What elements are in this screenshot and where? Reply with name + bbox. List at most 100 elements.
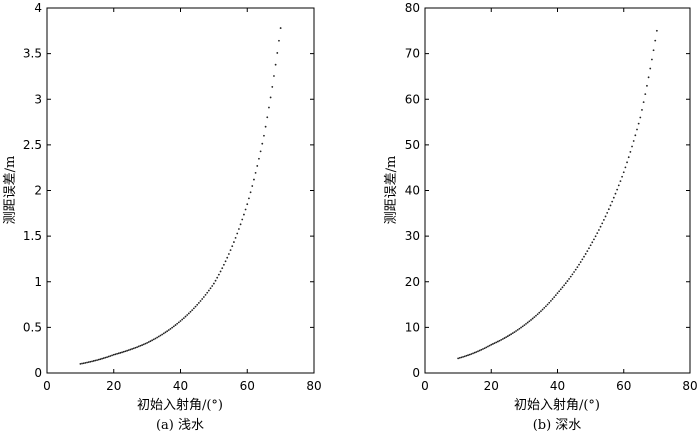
data-point-b-20 bbox=[490, 343, 493, 346]
data-point-b-48 bbox=[536, 313, 539, 316]
data-point-a-38 bbox=[142, 343, 145, 346]
data-point-b-59 bbox=[554, 294, 557, 297]
y-tick-label-b-2: 20 bbox=[405, 275, 420, 289]
data-point-a-112 bbox=[266, 116, 269, 119]
data-point-a-40 bbox=[146, 341, 149, 344]
data-point-b-104 bbox=[629, 151, 632, 153]
data-point-a-13 bbox=[101, 357, 103, 360]
data-point-a-6 bbox=[89, 360, 92, 363]
data-point-b-38 bbox=[520, 326, 522, 329]
data-point-b-119 bbox=[654, 39, 657, 42]
data-point-b-0 bbox=[457, 357, 460, 360]
data-point-b-84 bbox=[596, 232, 599, 235]
x-tick-label-a-1: 20 bbox=[106, 379, 121, 393]
data-point-a-56 bbox=[172, 325, 175, 328]
y-tick-label-a-4: 2 bbox=[34, 184, 42, 198]
data-point-a-34 bbox=[136, 346, 139, 348]
data-point-a-100 bbox=[246, 203, 249, 206]
data-point-b-108 bbox=[636, 128, 638, 131]
data-point-b-55 bbox=[548, 301, 551, 304]
data-point-a-7 bbox=[91, 360, 93, 363]
data-point-a-107 bbox=[258, 157, 260, 160]
data-point-a-3 bbox=[84, 361, 87, 364]
data-point-b-86 bbox=[599, 225, 602, 228]
data-point-a-104 bbox=[253, 178, 255, 181]
data-point-a-115 bbox=[271, 86, 274, 88]
data-point-b-19 bbox=[488, 344, 491, 347]
data-point-a-117 bbox=[274, 63, 277, 66]
data-point-b-30 bbox=[506, 335, 509, 338]
data-point-b-26 bbox=[500, 338, 503, 341]
x-tick-label-b-2: 40 bbox=[550, 379, 565, 393]
series-b bbox=[457, 29, 658, 360]
data-point-a-15 bbox=[104, 356, 107, 359]
data-point-a-114 bbox=[269, 96, 272, 99]
data-point-a-76 bbox=[206, 291, 209, 294]
data-point-b-87 bbox=[601, 222, 604, 225]
data-point-a-11 bbox=[97, 358, 100, 361]
data-point-a-69 bbox=[194, 305, 197, 308]
data-point-a-30 bbox=[129, 348, 132, 351]
data-point-b-78 bbox=[586, 250, 589, 253]
data-point-a-49 bbox=[161, 333, 164, 336]
data-point-b-31 bbox=[508, 334, 511, 337]
data-point-a-9 bbox=[94, 359, 97, 362]
xlabel-b: 初始入射角/(°) bbox=[514, 397, 600, 413]
data-point-b-116 bbox=[649, 67, 652, 70]
data-point-b-43 bbox=[528, 320, 531, 323]
data-point-a-54 bbox=[169, 327, 172, 330]
data-point-b-24 bbox=[496, 340, 499, 343]
data-point-a-51 bbox=[164, 331, 167, 334]
data-point-a-120 bbox=[279, 27, 282, 29]
data-point-b-110 bbox=[639, 116, 642, 119]
data-point-a-78 bbox=[209, 287, 212, 290]
data-point-a-119 bbox=[278, 39, 280, 42]
panel-a: 0 20 40 60 80 0 0.5 1 1.5 2 2.5 3 3.5 4 初始入射角/(°) 测距误… bbox=[3, 1, 322, 433]
data-point-b-71 bbox=[574, 268, 577, 271]
data-point-b-35 bbox=[515, 330, 517, 332]
data-point-b-16 bbox=[483, 347, 486, 350]
data-point-b-22 bbox=[493, 342, 496, 345]
data-point-a-64 bbox=[186, 314, 189, 316]
data-point-a-17 bbox=[107, 355, 110, 358]
y-tick-label-b-6: 60 bbox=[405, 92, 420, 106]
y-tick-label-a-7: 3.5 bbox=[23, 47, 42, 61]
data-point-a-47 bbox=[157, 335, 160, 338]
data-point-b-80 bbox=[589, 244, 592, 247]
data-point-b-56 bbox=[549, 300, 552, 302]
data-point-b-70 bbox=[573, 271, 575, 273]
data-point-b-115 bbox=[647, 76, 650, 79]
data-point-a-33 bbox=[134, 346, 137, 349]
data-point-a-75 bbox=[204, 294, 207, 296]
y-tick-label-a-8: 4 bbox=[34, 1, 42, 15]
panel-b: 0 20 40 60 80 0 10 20 30 40 50 60 70 80 初始入射角/(°) 测距误… bbox=[384, 1, 698, 433]
data-point-b-91 bbox=[607, 208, 610, 211]
data-point-b-18 bbox=[487, 345, 489, 348]
data-point-a-41 bbox=[147, 341, 150, 343]
data-point-b-98 bbox=[619, 180, 622, 183]
data-point-a-91 bbox=[231, 245, 234, 248]
data-point-b-33 bbox=[511, 332, 514, 335]
data-point-b-65 bbox=[564, 282, 567, 285]
data-point-b-64 bbox=[563, 284, 566, 287]
data-point-a-29 bbox=[127, 349, 130, 352]
data-point-a-67 bbox=[191, 309, 194, 312]
caption-a: (a) 浅水 bbox=[156, 418, 204, 433]
data-point-b-75 bbox=[581, 258, 584, 261]
data-point-b-46 bbox=[533, 316, 536, 319]
data-point-b-2 bbox=[460, 356, 463, 359]
data-point-b-21 bbox=[492, 343, 494, 345]
data-point-b-107 bbox=[634, 134, 637, 137]
y-tick-label-a-0: 0 bbox=[34, 366, 42, 380]
data-point-a-79 bbox=[211, 285, 214, 287]
data-point-a-48 bbox=[159, 334, 162, 337]
data-point-a-50 bbox=[162, 332, 165, 335]
data-point-b-28 bbox=[503, 337, 506, 339]
data-point-b-93 bbox=[611, 200, 614, 203]
data-point-b-13 bbox=[478, 349, 481, 352]
data-point-b-100 bbox=[622, 171, 625, 174]
data-point-a-82 bbox=[216, 276, 219, 279]
x-tick-label-b-1: 20 bbox=[484, 379, 499, 393]
data-point-b-6 bbox=[467, 354, 469, 357]
plot-area-b bbox=[424, 7, 691, 374]
